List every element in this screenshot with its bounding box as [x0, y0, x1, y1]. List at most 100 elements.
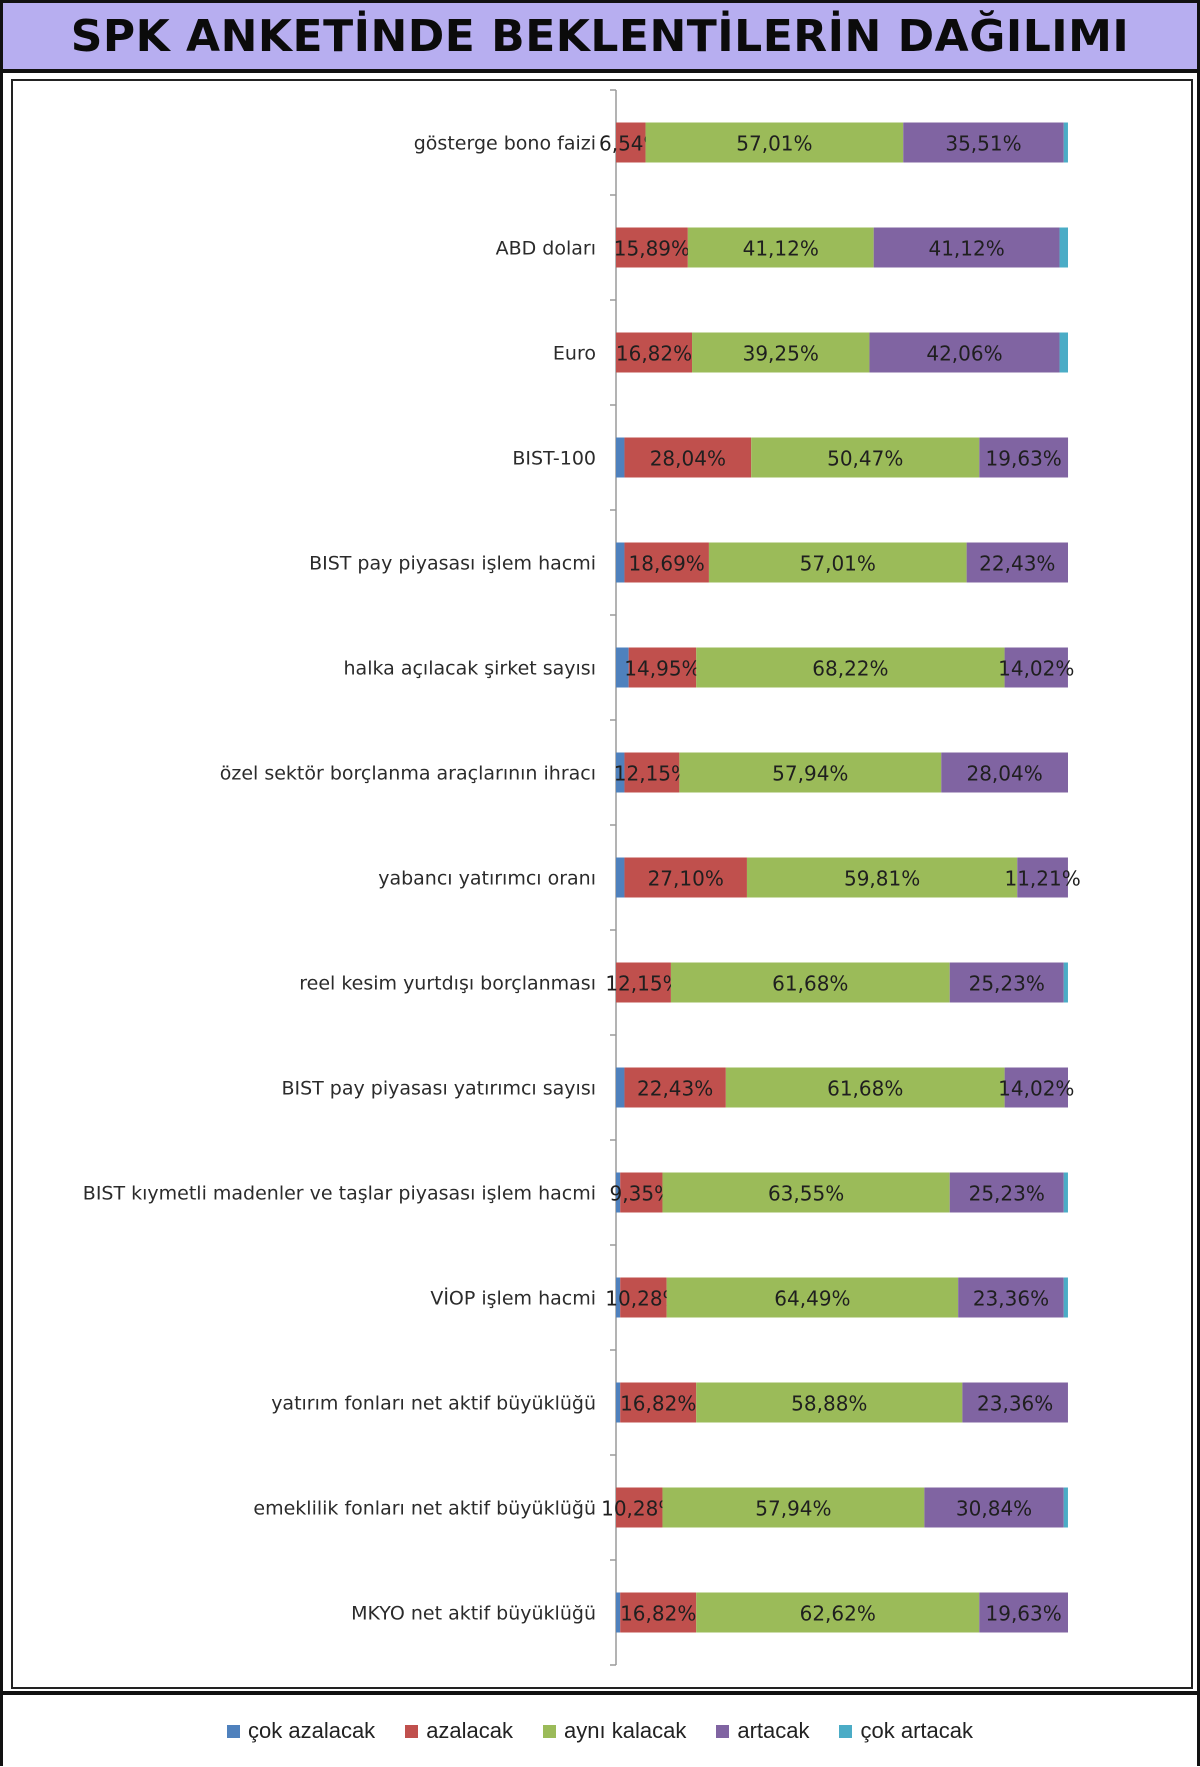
data-label: 14,02%	[998, 1077, 1074, 1101]
data-label: 61,68%	[827, 1077, 903, 1101]
data-label: 68,22%	[812, 657, 888, 681]
bar-segment-cok-azalacak	[616, 437, 625, 478]
bar-segment-cok-artacak	[1059, 332, 1068, 373]
bar-segment-artacak	[903, 122, 1064, 163]
data-label: 19,63%	[986, 1602, 1062, 1626]
bar-segment-artacak	[949, 1172, 1064, 1213]
title-bar: SPK ANKETİNDE BEKLENTİLERİN DAĞILIMI	[3, 3, 1197, 73]
bar-segment-cok-azalacak	[616, 1067, 625, 1108]
data-label: 18,69%	[629, 552, 705, 576]
data-label: 35,51%	[945, 132, 1021, 156]
bar-segment-ayni-kalacak	[692, 332, 870, 373]
data-label: 50,47%	[827, 447, 903, 471]
bar-segment-azalacak	[620, 1277, 667, 1318]
bar-segment-azalacak	[616, 332, 693, 373]
data-label: 19,63%	[986, 447, 1062, 471]
bar-segment-cok-azalacak	[616, 647, 629, 688]
legend-item-cok-azalacak: çok azalacak	[227, 1718, 375, 1744]
stacked-bar-chart: gösterge bono faizi 6,54% 57,01% 35,51%ABD …	[83, 89, 1081, 1666]
chart-title: SPK ANKETİNDE BEKLENTİLERİN DAĞILIMI	[70, 10, 1130, 62]
bar-segment-azalacak	[620, 1382, 697, 1423]
bar-segment-ayni-kalacak	[670, 962, 950, 1003]
bar-segment-azalacak	[624, 437, 752, 478]
bar-segment-artacak	[873, 227, 1060, 268]
bar-segment-ayni-kalacak	[696, 647, 1005, 688]
bar-segment-ayni-kalacak	[746, 857, 1018, 898]
bar-segment-ayni-kalacak	[687, 227, 874, 268]
category-label-halka-acilacak-sirket-sayisi: halka açılacak şirket sayısı	[344, 658, 596, 680]
bar-segment-cok-artacak	[1063, 1277, 1068, 1318]
data-label: 23,36%	[973, 1287, 1049, 1311]
category-label-yabanci-yatirimci-orani: yabancı yatırımcı oranı	[378, 868, 596, 890]
data-label: 64,49%	[774, 1287, 850, 1311]
bar-segment-ayni-kalacak	[679, 752, 942, 793]
data-label: 14,02%	[998, 657, 1074, 681]
data-label: 27,10%	[648, 867, 724, 891]
data-label: 25,23%	[969, 972, 1045, 996]
category-label-bist-100: BIST-100	[512, 448, 596, 470]
data-label: 58,88%	[791, 1392, 867, 1416]
bar-segment-azalacak	[628, 647, 697, 688]
category-label-vi-op-islem-hacmi: VİOP işlem hacmi	[430, 1287, 596, 1310]
plot-area: gösterge bono faizi 6,54% 57,01% 35,51% ABD …	[11, 79, 1193, 1689]
category-label-gosterge-bono-faizi: gösterge bono faizi	[414, 133, 596, 155]
bar-segment-cok-azalacak	[616, 542, 625, 583]
data-label: 16,82%	[616, 342, 692, 366]
legend-item-ayni-kalacak: aynı kalacak	[543, 1718, 686, 1744]
category-label-emeklilik-fonlari-net-aktif-buyuklugu: emeklilik fonları net aktif büyüklüğü	[253, 1498, 596, 1520]
data-label: 25,23%	[969, 1182, 1045, 1206]
data-label: 57,94%	[772, 762, 848, 786]
bar-segment-artacak	[966, 542, 1068, 583]
legend-swatch	[227, 1724, 240, 1738]
bar-segment-azalacak	[620, 1592, 697, 1633]
bar-segment-artacak	[941, 752, 1068, 793]
bar-segment-azalacak	[616, 962, 671, 1003]
data-label: 39,25%	[743, 342, 819, 366]
legend-label: çok artacak	[860, 1718, 973, 1743]
bar-segment-ayni-kalacak	[666, 1277, 959, 1318]
data-label: 12,15%	[614, 762, 690, 786]
bar-segment-azalacak	[624, 1067, 726, 1108]
data-label: 57,01%	[800, 552, 876, 576]
bar-segment-ayni-kalacak	[696, 1382, 963, 1423]
data-label: 16,82%	[620, 1602, 696, 1626]
data-label: 30,84%	[956, 1497, 1032, 1521]
legend-swatch	[543, 1724, 557, 1738]
bar-segment-artacak	[958, 1277, 1064, 1318]
bar-segment-artacak	[924, 1487, 1064, 1528]
bar-segment-cok-azalacak	[616, 857, 625, 898]
bar-segment-artacak	[962, 1382, 1068, 1423]
bar-segment-artacak	[979, 1592, 1068, 1633]
data-label: 62,62%	[800, 1602, 876, 1626]
data-label: 15,89%	[614, 237, 690, 261]
legend-item-artacak: artacak	[716, 1718, 809, 1744]
bar-segment-artacak	[1004, 647, 1068, 688]
legend-label: artacak	[737, 1718, 810, 1743]
legend-swatch	[716, 1724, 730, 1738]
bar-segment-cok-azalacak	[616, 1277, 621, 1318]
bar-segment-cok-azalacak	[616, 1382, 621, 1423]
data-label: 11,21%	[1004, 867, 1080, 891]
bar-segment-ayni-kalacak	[725, 1067, 1005, 1108]
bar-segment-ayni-kalacak	[708, 542, 967, 583]
data-label: 23,36%	[977, 1392, 1053, 1416]
data-label: 14,95%	[624, 657, 700, 681]
data-label: 22,43%	[979, 552, 1055, 576]
bar-segment-azalacak	[624, 542, 709, 583]
data-label: 57,01%	[736, 132, 812, 156]
bar-segment-ayni-kalacak	[645, 122, 904, 163]
legend-label: aynı kalacak	[564, 1718, 687, 1743]
category-label-bist-pay-piyasasi-islem-hacmi: BIST pay piyasası işlem hacmi	[309, 553, 596, 575]
bar-segment-cok-artacak	[1063, 1172, 1068, 1213]
bar-segment-azalacak	[624, 752, 680, 793]
data-label: 63,55%	[768, 1182, 844, 1206]
data-label: 16,82%	[620, 1392, 696, 1416]
legend-label: azalacak	[426, 1718, 514, 1743]
category-label-reel-kesim-yurtdisi-borclanmasi: reel kesim yurtdışı borçlanması	[299, 973, 596, 995]
category-label-abd-dolari: ABD doları	[496, 238, 596, 260]
data-label: 12,15%	[605, 972, 681, 996]
bar-segment-azalacak	[624, 857, 747, 898]
legend-item-azalacak: azalacak	[405, 1718, 513, 1744]
bar-segment-azalacak	[616, 1487, 663, 1528]
